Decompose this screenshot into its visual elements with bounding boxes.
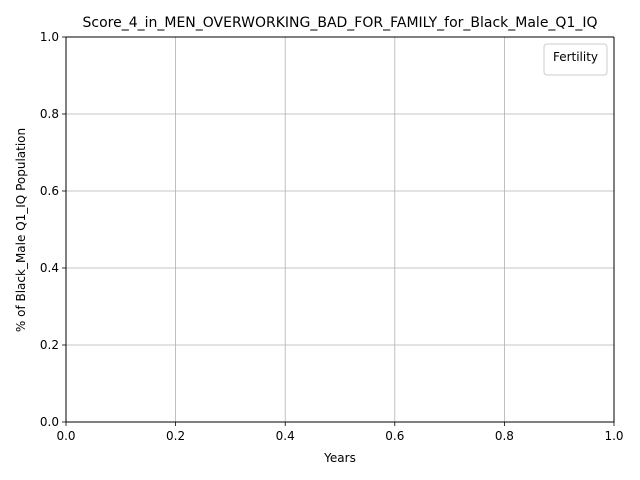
plot-area	[66, 37, 614, 422]
y-tick-label: 0.4	[40, 261, 59, 275]
y-axis-label: % of Black_Male Q1_IQ Population	[14, 128, 28, 332]
y-tick-label: 1.0	[40, 30, 59, 44]
grid	[65, 36, 615, 423]
axes-frame	[65, 36, 615, 423]
y-axis-ticks: 0.0 0.2 0.4 0.6 0.8 1.0	[40, 30, 66, 429]
chart-title: Score_4_in_MEN_OVERWORKING_BAD_FOR_FAMIL…	[82, 15, 597, 31]
y-tick-label: 0.2	[40, 338, 59, 352]
y-tick-label: 0.0	[40, 415, 59, 429]
x-tick-label: 0.0	[56, 429, 75, 443]
x-tick-label: 0.8	[495, 429, 514, 443]
x-axis-ticks: 0.0 0.2 0.4 0.6 0.8 1.0	[56, 422, 624, 443]
x-tick-label: 0.4	[276, 429, 295, 443]
x-tick-label: 1.0	[604, 429, 623, 443]
y-tick-label: 0.8	[40, 107, 59, 121]
legend-box	[543, 43, 608, 76]
x-tick-label: 0.2	[166, 429, 185, 443]
x-tick-label: 0.6	[385, 429, 404, 443]
x-axis-label: Years	[323, 451, 356, 465]
y-tick-label: 0.6	[40, 184, 59, 198]
legend-title: Fertility	[553, 50, 598, 64]
legend: Fertility	[543, 43, 608, 76]
